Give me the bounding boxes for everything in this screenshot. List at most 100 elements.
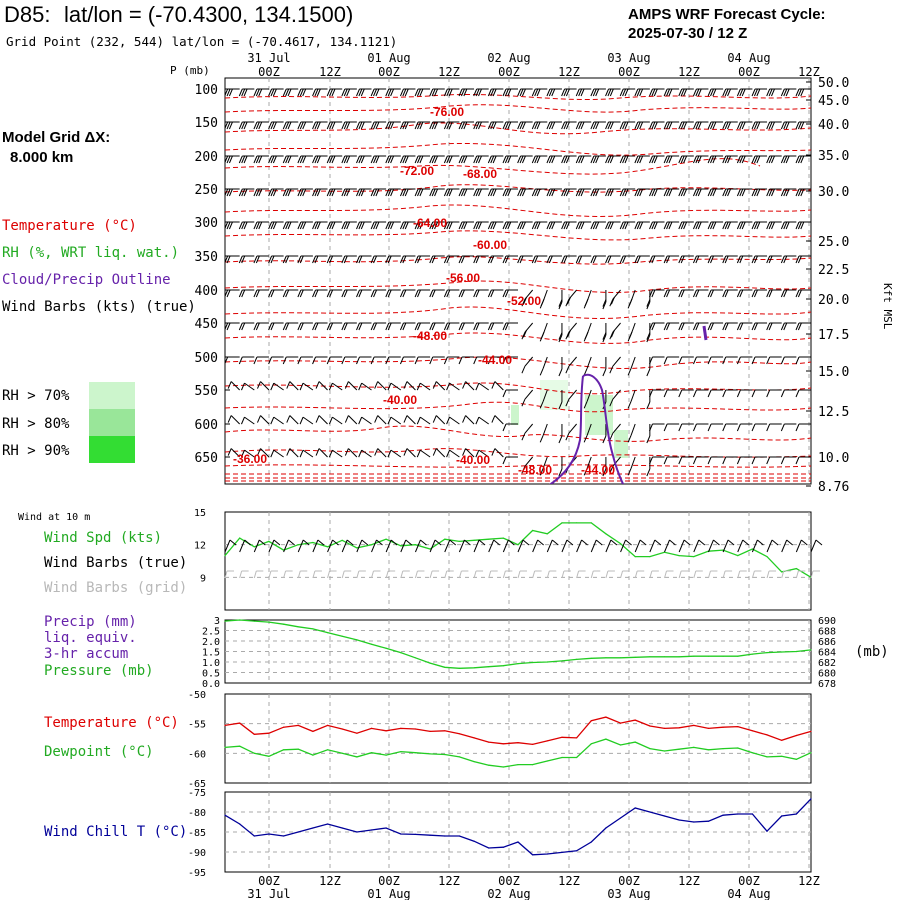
- temperature-line-point: [693, 724, 695, 727]
- wind-barb-feather: [268, 155, 273, 164]
- temperature-line-point: [312, 730, 314, 733]
- wind-barb-feather: [326, 155, 331, 164]
- wind-barb: [736, 221, 753, 230]
- surface-wind-barb: [751, 539, 764, 553]
- wind-barb-feather: [326, 322, 331, 331]
- cycle-value: 2025-07-30 / 12 Z: [628, 25, 747, 42]
- wind-barb-feather: [565, 88, 570, 97]
- wind-barb: [443, 155, 460, 164]
- temperature-line-point: [766, 734, 768, 736]
- wind-barb-feather: [375, 221, 380, 230]
- wind-barb-feather: [563, 155, 568, 164]
- wind-barb: [385, 88, 401, 97]
- wind-barb: [546, 221, 562, 230]
- date-label: 02 Aug: [487, 887, 530, 900]
- wind-barb-feather: [502, 389, 507, 398]
- wind-barb-feather: [502, 155, 507, 164]
- wind-barb-feather: [578, 88, 583, 97]
- grid-point-label: Grid Point (232, 544) lat/lon = (-70.461…: [6, 34, 397, 49]
- wind-barb-feather: [387, 416, 392, 425]
- wind-barb-feather: [622, 88, 627, 97]
- surface-wind-barb: [590, 539, 603, 553]
- wind-barb-shaft: [478, 382, 489, 391]
- upper-panel: -76.00-72.00 -68.00-64.00-60.00-56.00-52.…: [170, 64, 894, 495]
- wind-barb: [751, 221, 768, 230]
- temperature-contour: [225, 104, 811, 113]
- wind-barb-feather: [646, 401, 651, 410]
- wind-barb-feather: [225, 221, 229, 230]
- temperature-line-point: [268, 732, 270, 734]
- wind-barb-feather: [478, 221, 482, 230]
- wind-barb-feather: [607, 155, 612, 164]
- wind-barb-feather: [316, 221, 321, 230]
- wind-barb: [253, 322, 269, 331]
- wind-barb-feather: [680, 88, 685, 97]
- wind-barb: [539, 322, 548, 342]
- time-tick-label: 12Z: [798, 65, 820, 79]
- height-tick-label: 40.0: [818, 118, 849, 133]
- wind-barb-feather: [458, 322, 463, 331]
- wind-barb: [663, 423, 680, 432]
- wind-barb-feather: [712, 155, 717, 164]
- wind-barb-shaft: [605, 539, 612, 553]
- wind-speed-line-point: [693, 556, 695, 558]
- wind-barb-shaft: [348, 415, 358, 425]
- wind-barb-feather: [458, 121, 463, 130]
- wind-barb-feather: [546, 255, 551, 264]
- wind-barb-feather: [634, 121, 639, 130]
- pressure-line-point: [297, 626, 299, 628]
- wind-barb-feather: [429, 356, 434, 365]
- cloud-outline: [549, 375, 584, 484]
- wind-barb: [268, 221, 284, 230]
- wind-barb-feather: [268, 356, 273, 365]
- wind-barb-shaft: [494, 381, 504, 391]
- wind-barb-feather: [546, 121, 551, 130]
- wind-barb-feather: [692, 188, 697, 197]
- wind-barb-feather: [507, 121, 512, 130]
- wind-barb: [257, 415, 270, 425]
- wind-barb-feather: [361, 539, 369, 546]
- surface-wind-barb: [327, 539, 339, 553]
- wind-barb-feather: [238, 356, 243, 365]
- wind-barb-feather: [458, 155, 463, 164]
- wind-barb-feather: [724, 221, 729, 230]
- wind-barb-feather: [329, 88, 334, 97]
- wind-chill-line-point: [795, 813, 798, 815]
- wind-barb-feather: [385, 88, 390, 97]
- wind-barb: [253, 188, 269, 197]
- time-tick-label: 12Z: [319, 874, 341, 888]
- surface-wind-barb-grid: [458, 570, 469, 579]
- wind-speed-line-point: [253, 546, 255, 548]
- wind-barb-feather: [399, 88, 404, 97]
- wind-barb-feather: [622, 155, 627, 164]
- wind-barb-feather: [783, 289, 788, 298]
- wind-barb-feather: [795, 289, 800, 298]
- surface-wind-barb-grid: [561, 570, 571, 579]
- wind-barb-feather: [521, 398, 526, 407]
- wind-barb-feather: [373, 322, 378, 331]
- wind-barb-feather: [443, 121, 448, 130]
- wind-barb-feather: [356, 255, 360, 264]
- wind-barb-feather: [521, 365, 526, 374]
- wind-barb-feather: [666, 322, 671, 331]
- wind-barb-feather: [299, 289, 304, 298]
- wind-barb-feather: [540, 331, 545, 340]
- wind-barb-feather: [546, 155, 551, 164]
- temperature-line-point: [634, 719, 636, 721]
- wind-barb-feather: [639, 121, 644, 130]
- wind-barb-feather: [270, 382, 275, 391]
- wind-barb-feather: [282, 255, 287, 264]
- wind-barb-feather: [534, 255, 539, 264]
- pressure-line-point: [429, 662, 431, 664]
- wind-barb: [491, 415, 504, 425]
- wind-panel-title: Wind at 10 m: [18, 512, 90, 523]
- wind-chill-line-point: [283, 835, 285, 837]
- wind-barb-feather: [683, 88, 688, 97]
- wind-barb-feather: [475, 289, 480, 298]
- wind-barb-feather: [722, 221, 727, 230]
- wind-barb: [270, 449, 284, 458]
- wind-barb: [299, 382, 314, 391]
- dewpoint-line-point: [444, 753, 446, 756]
- wind-barb: [341, 322, 357, 331]
- wind-barb-feather: [739, 255, 744, 264]
